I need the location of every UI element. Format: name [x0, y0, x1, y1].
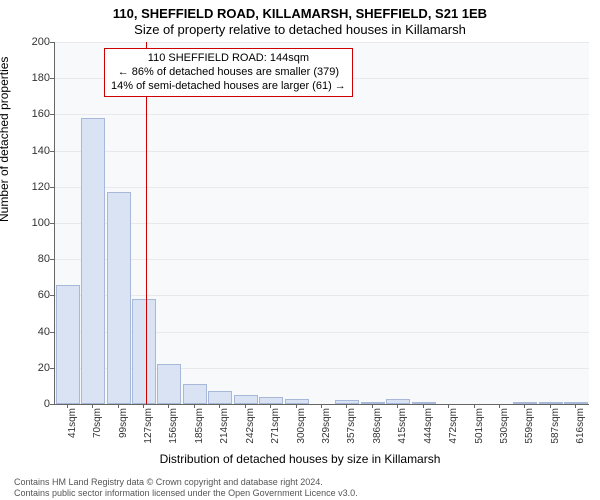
chart-title-address: 110, SHEFFIELD ROAD, KILLAMARSH, SHEFFIE…: [0, 6, 600, 21]
xtick-label: 616sqm: [575, 408, 586, 452]
histogram-bar: [183, 384, 207, 404]
xtick-label: 300sqm: [296, 408, 307, 452]
footer-attribution: Contains HM Land Registry data © Crown c…: [14, 477, 358, 498]
xtick-label: 127sqm: [143, 408, 154, 452]
footer-line1: Contains HM Land Registry data © Crown c…: [14, 477, 358, 487]
xtick-label: 214sqm: [219, 408, 230, 452]
xtick-label: 156sqm: [168, 408, 179, 452]
xtick-label: 271sqm: [270, 408, 281, 452]
ytick-label: 160: [10, 108, 50, 120]
histogram-bar: [259, 397, 283, 404]
ytick-mark: [50, 151, 54, 152]
xtick-label: 357sqm: [346, 408, 357, 452]
histogram-bar: [361, 402, 385, 404]
xtick-label: 444sqm: [423, 408, 434, 452]
histogram-bar: [208, 391, 232, 404]
xtick-label: 386sqm: [372, 408, 383, 452]
histogram-bar: [335, 400, 359, 404]
ytick-label: 0: [10, 398, 50, 410]
histogram-bar: [157, 364, 181, 404]
xtick-label: 501sqm: [474, 408, 485, 452]
xtick-label: 559sqm: [524, 408, 535, 452]
ytick-mark: [50, 114, 54, 115]
ytick-label: 200: [10, 36, 50, 48]
ytick-label: 80: [10, 253, 50, 265]
gridline: [55, 187, 589, 188]
histogram-bar: [285, 399, 309, 404]
ytick-mark: [50, 368, 54, 369]
ytick-mark: [50, 78, 54, 79]
ytick-mark: [50, 259, 54, 260]
histogram-bar: [107, 192, 131, 404]
gridline: [55, 151, 589, 152]
ytick-mark: [50, 295, 54, 296]
annotation-line3: 14% of semi-detached houses are larger (…: [111, 80, 346, 94]
gridline: [55, 114, 589, 115]
annotation-line2: ← 86% of detached houses are smaller (37…: [111, 66, 346, 80]
gridline: [55, 223, 589, 224]
histogram-bar: [539, 402, 563, 404]
ytick-label: 20: [10, 362, 50, 374]
chart-subtitle: Size of property relative to detached ho…: [0, 22, 600, 37]
gridline: [55, 295, 589, 296]
ytick-label: 40: [10, 326, 50, 338]
histogram-bar: [513, 402, 537, 404]
annotation-box: 110 SHEFFIELD ROAD: 144sqm ← 86% of deta…: [104, 48, 353, 97]
ytick-mark: [50, 42, 54, 43]
histogram-bar: [132, 299, 156, 404]
gridline: [55, 42, 589, 43]
chart-container: 110, SHEFFIELD ROAD, KILLAMARSH, SHEFFIE…: [0, 0, 600, 500]
annotation-line1: 110 SHEFFIELD ROAD: 144sqm: [111, 52, 346, 66]
x-axis-label: Distribution of detached houses by size …: [0, 452, 600, 466]
gridline: [55, 259, 589, 260]
xtick-label: 242sqm: [245, 408, 256, 452]
xtick-label: 41sqm: [67, 408, 78, 452]
ytick-mark: [50, 404, 54, 405]
ytick-label: 140: [10, 145, 50, 157]
xtick-label: 530sqm: [499, 408, 510, 452]
ytick-label: 180: [10, 72, 50, 84]
xtick-label: 415sqm: [397, 408, 408, 452]
histogram-bar: [81, 118, 105, 404]
histogram-bar: [412, 402, 436, 404]
histogram-bar: [56, 285, 80, 404]
ytick-label: 100: [10, 217, 50, 229]
ytick-label: 120: [10, 181, 50, 193]
xtick-label: 472sqm: [448, 408, 459, 452]
xtick-label: 329sqm: [321, 408, 332, 452]
histogram-bar: [234, 395, 258, 404]
xtick-label: 587sqm: [550, 408, 561, 452]
xtick-label: 185sqm: [194, 408, 205, 452]
xtick-label: 99sqm: [118, 408, 129, 452]
histogram-bar: [564, 402, 588, 404]
ytick-label: 60: [10, 289, 50, 301]
histogram-bar: [386, 399, 410, 404]
ytick-mark: [50, 223, 54, 224]
footer-line2: Contains public sector information licen…: [14, 488, 358, 498]
ytick-mark: [50, 332, 54, 333]
ytick-mark: [50, 187, 54, 188]
xtick-label: 70sqm: [92, 408, 103, 452]
